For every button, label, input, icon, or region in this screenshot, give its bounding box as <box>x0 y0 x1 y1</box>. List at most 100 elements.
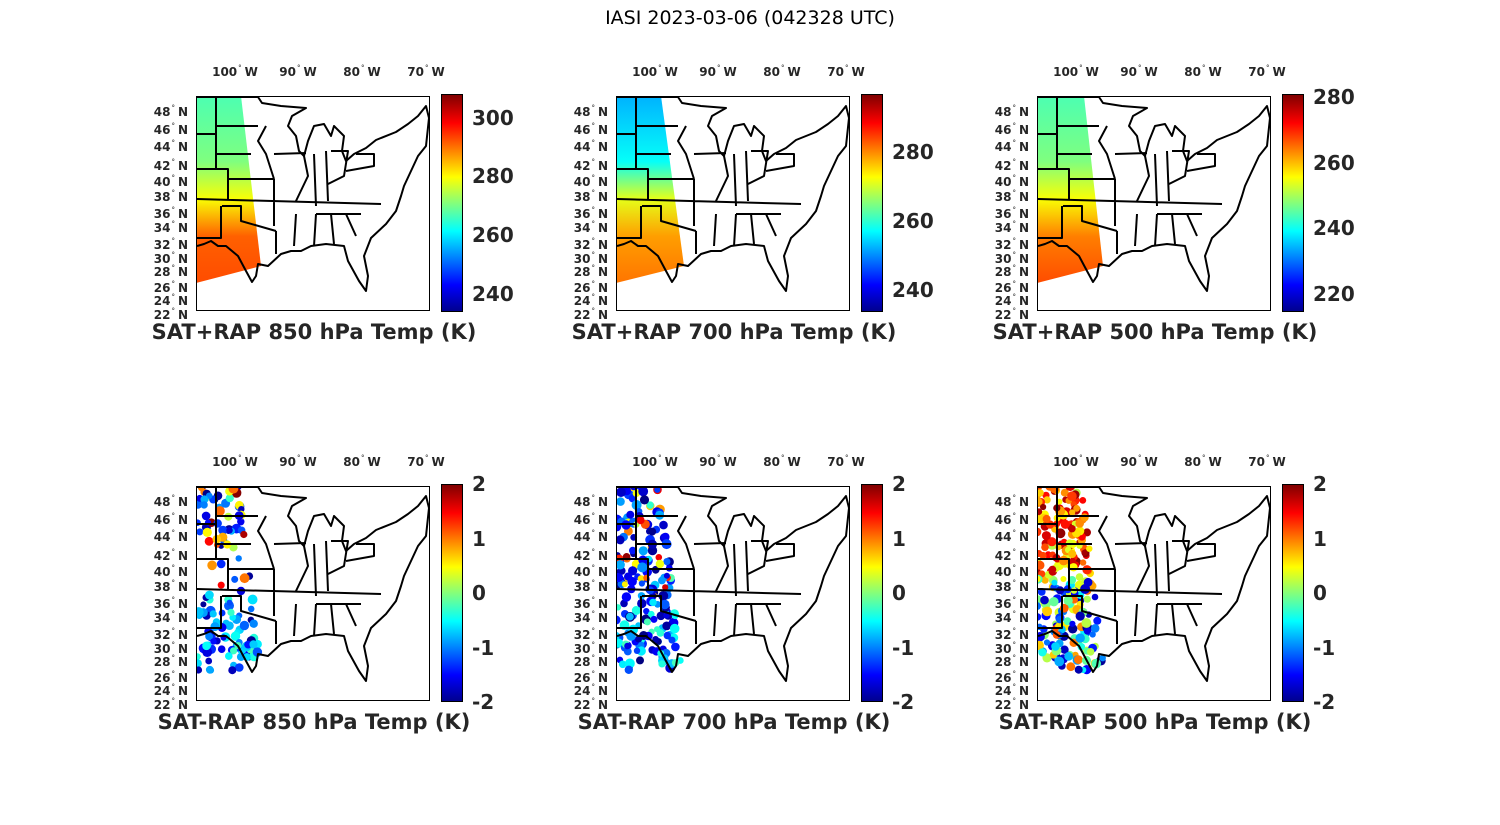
colorbar <box>441 484 463 702</box>
data-point <box>1069 563 1078 572</box>
data-point <box>1038 613 1042 621</box>
lat-tick-label: 48° N <box>153 104 188 119</box>
lat-tick-label: 46° N <box>573 512 608 527</box>
lon-tick-label: 70° W <box>407 64 445 79</box>
data-point <box>638 546 648 556</box>
data-point <box>617 615 621 625</box>
panel-title: SAT-RAP 850 hPa Temp (K) <box>157 710 471 734</box>
colorbar-tick-label: 220 <box>1313 281 1355 306</box>
data-point <box>1093 616 1102 625</box>
data-point <box>662 584 669 591</box>
data-point <box>637 592 646 600</box>
lon-tick-label: 80° W <box>343 64 381 79</box>
lat-tick-label: 24° N <box>994 683 1029 698</box>
data-point <box>202 527 212 537</box>
lat-tick-label: 26° N <box>153 280 188 295</box>
data-point <box>226 599 233 606</box>
lat-tick-label: 44° N <box>994 139 1029 154</box>
data-point <box>669 623 680 634</box>
data-point <box>230 647 238 655</box>
colorbar-tick-label: 300 <box>472 105 514 130</box>
lat-tick-label: 44° N <box>573 139 608 154</box>
lon-tick-label: 80° W <box>763 454 801 469</box>
data-point <box>201 511 211 521</box>
lat-tick-label: 34° N <box>573 220 608 235</box>
data-point <box>1054 656 1065 667</box>
lon-tick-label: 70° W <box>827 454 865 469</box>
lat-tick-label: 32° N <box>994 237 1029 252</box>
colorbar <box>441 94 463 312</box>
lat-tick-label: 36° N <box>153 206 188 221</box>
colorbar-tick-label: 0 <box>892 581 906 605</box>
lat-tick-label: 42° N <box>994 158 1029 173</box>
data-point <box>226 527 233 534</box>
data-point <box>661 532 670 542</box>
lat-tick-label: 22° N <box>153 307 188 322</box>
data-point <box>1075 573 1084 581</box>
data-point <box>636 516 645 525</box>
data-point <box>1069 620 1076 627</box>
data-point <box>205 632 213 641</box>
data-point <box>1075 519 1084 528</box>
data-point <box>1090 624 1100 633</box>
data-point <box>1048 565 1057 574</box>
data-point <box>247 605 255 613</box>
lat-tick-label: 34° N <box>153 610 188 625</box>
data-point <box>617 573 624 582</box>
data-point <box>1066 662 1076 672</box>
data-point <box>1060 488 1069 497</box>
data-point <box>626 510 635 519</box>
data-point <box>663 572 670 579</box>
colorbar-tick-label: 240 <box>1313 216 1355 241</box>
colorbar <box>861 484 883 702</box>
data-point <box>637 575 645 583</box>
data-point <box>643 608 650 615</box>
map-plot <box>197 487 429 682</box>
data-point <box>1086 648 1095 656</box>
lat-tick-label: 34° N <box>573 610 608 625</box>
data-point <box>239 620 250 631</box>
data-point <box>197 607 204 618</box>
data-point <box>197 666 203 674</box>
lat-tick-label: 40° N <box>573 564 608 579</box>
data-point <box>197 659 202 668</box>
data-point <box>1047 537 1057 547</box>
lon-tick-label: 100° W <box>632 64 678 79</box>
panel-title: SAT+RAP 500 hPa Temp (K) <box>992 320 1318 344</box>
lat-tick-label: 36° N <box>573 596 608 611</box>
data-point <box>1083 577 1093 587</box>
colorbar-tick-label: 280 <box>892 139 934 164</box>
panel-title: SAT-RAP 700 hPa Temp (K) <box>577 710 891 734</box>
lat-tick-label: 30° N <box>153 641 188 656</box>
data-point <box>617 535 625 545</box>
map-panel: 100° W 90° W 80° W 70° W 48° N 46° N 44° N 42° N 40° N 38°… <box>152 64 514 344</box>
difference-points <box>1038 487 1106 675</box>
data-point <box>617 497 625 506</box>
lat-tick-label: 34° N <box>994 220 1029 235</box>
data-point <box>654 487 661 493</box>
lon-tick-label: 70° W <box>1248 64 1286 79</box>
data-point <box>629 546 637 555</box>
data-point <box>216 559 226 569</box>
data-point <box>617 604 622 611</box>
data-point <box>656 629 665 637</box>
lat-tick-label: 34° N <box>153 220 188 235</box>
data-point <box>646 501 654 509</box>
lat-tick-label: 36° N <box>153 596 188 611</box>
data-point <box>1064 651 1074 661</box>
data-point <box>215 506 225 516</box>
map-panel: 100° W 90° W 80° W 70° W 48° N 46° N 44° N 42° N 40° N 38°… <box>574 454 914 734</box>
lat-tick-label: 40° N <box>573 174 608 189</box>
lat-tick-label: 32° N <box>153 627 188 642</box>
data-point <box>1041 531 1051 541</box>
map-plot <box>1038 97 1270 292</box>
data-point <box>626 612 634 621</box>
data-point <box>617 560 625 570</box>
lat-tick-label: 22° N <box>573 697 608 712</box>
lat-tick-label: 28° N <box>153 264 188 279</box>
lat-tick-label: 22° N <box>994 307 1029 322</box>
data-point <box>663 558 671 566</box>
data-point <box>200 601 207 608</box>
data-point <box>635 635 643 643</box>
data-point <box>1083 627 1092 635</box>
